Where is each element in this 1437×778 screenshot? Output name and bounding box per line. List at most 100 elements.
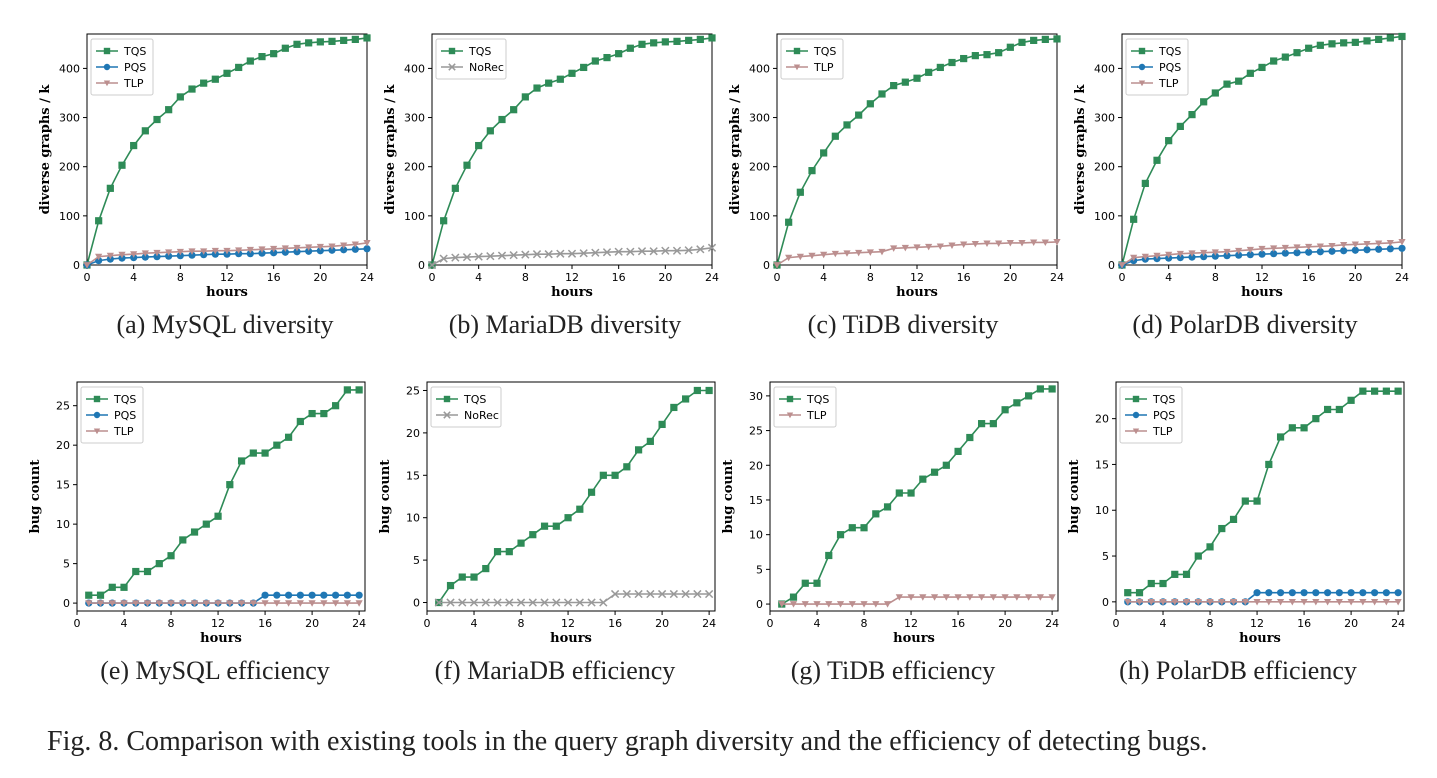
data-point-tqs [634, 446, 643, 454]
data-point-norec [602, 248, 612, 257]
data-point-tqs [638, 40, 646, 48]
y-tick-label: 400 [59, 62, 80, 75]
data-point-tqs [825, 551, 833, 560]
data-point-tlp [971, 240, 979, 248]
data-point-norec [552, 598, 561, 607]
data-point-tlp [831, 250, 839, 258]
x-tick-label: 12 [220, 271, 234, 284]
data-point-tqs [1030, 36, 1038, 44]
plot-frame [76, 381, 366, 612]
data-point-tqs [246, 57, 254, 65]
data-point-tqs [1305, 44, 1313, 52]
legend-label: TQS [463, 393, 486, 406]
data-point-tlp [1118, 262, 1126, 269]
data-point-tlp [913, 244, 921, 251]
data-point-tqs [517, 539, 525, 547]
x-tick-label: 4 [475, 271, 482, 284]
data-point-tqs [153, 115, 161, 124]
data-point-tlp [1246, 246, 1254, 254]
data-point-tqs [895, 489, 903, 497]
data-point-tlp [1176, 250, 1184, 258]
data-point-tqs [1293, 49, 1301, 57]
data-point-tqs [202, 520, 210, 528]
x-tick-label: 0 [74, 617, 81, 630]
data-point-pqs [1211, 252, 1219, 260]
data-point-tqs [568, 69, 576, 77]
x-axis-label: hours [896, 285, 938, 300]
data-point-tqs [977, 420, 986, 428]
chart-panel-1: 0 4 8 12 16 20 24 0 100 200 300 400 hours diverse gra… [383, 33, 719, 339]
y-tick-label: 10 [1095, 504, 1109, 517]
x-tick-label: 24 [705, 271, 719, 284]
data-point-norec [661, 246, 670, 255]
x-tick-label: 8 [177, 271, 184, 284]
panel-subtitle: (e) MySQL efficiency [100, 656, 330, 685]
x-tick-label: 24 [702, 617, 716, 630]
data-point-norec [681, 589, 690, 599]
data-point-tlp [281, 245, 289, 252]
data-point-norec [579, 249, 588, 258]
x-axis-label: hours [551, 285, 593, 300]
data-point-tqs [190, 528, 199, 536]
data-point-tlp [1001, 594, 1009, 601]
data-point-tqs [650, 39, 658, 47]
data-point-tqs [1053, 35, 1061, 43]
data-point-tqs [942, 461, 950, 469]
data-point-tqs [340, 36, 348, 44]
data-point-pqs [1176, 254, 1184, 262]
data-point-tlp [165, 249, 173, 256]
y-tick-label: 20 [749, 459, 763, 472]
x-tick-label: 8 [1212, 271, 1219, 284]
x-tick-label: 16 [258, 617, 272, 630]
y-tick-label: 200 [404, 161, 425, 174]
data-point-tqs [179, 536, 187, 544]
data-point-tqs [989, 420, 997, 428]
figure-caption: Fig. 8. Comparison with existing tools i… [47, 726, 1208, 757]
data-point-tlp [130, 251, 138, 258]
data-point-tlp [190, 600, 199, 607]
data-point-norec [599, 598, 608, 607]
legend-marker [1132, 395, 1140, 403]
data-point-tqs [866, 100, 874, 108]
y-axis-label: bug count [378, 460, 393, 534]
data-point-norec [591, 248, 600, 257]
data-point-norec [505, 598, 514, 607]
data-point-pqs [165, 252, 173, 260]
data-point-tqs [615, 50, 623, 58]
x-tick-label: 12 [910, 271, 924, 284]
legend-marker [1138, 63, 1146, 71]
data-point-pqs [141, 253, 149, 261]
data-point-tlp [948, 242, 956, 249]
data-point-tqs [498, 115, 506, 124]
data-point-tlp [1276, 598, 1285, 606]
y-tick-label: 15 [1095, 458, 1109, 471]
data-point-tqs [316, 38, 324, 46]
data-point-tqs [258, 53, 266, 61]
data-point-pqs [246, 250, 254, 258]
data-point-tlp [246, 246, 254, 254]
y-axis-label: diverse graphs / k [728, 84, 743, 215]
data-point-tqs [796, 188, 804, 196]
data-point-tqs [1001, 406, 1009, 414]
data-point-tqs [705, 386, 713, 395]
data-point-tlp [1340, 241, 1348, 249]
y-tick-label: 20 [1095, 413, 1109, 426]
data-point-tlp [836, 601, 845, 608]
legend-label: TQS [468, 45, 491, 58]
data-point-pqs [1200, 253, 1208, 261]
y-tick-label: 10 [749, 529, 763, 542]
data-point-pqs [296, 591, 304, 599]
data-point-tlp [1018, 240, 1026, 247]
data-point-pqs [270, 249, 278, 257]
panel-subtitle: (a) MySQL diversity [116, 310, 333, 339]
data-point-pqs [308, 591, 316, 599]
data-point-tlp [1347, 598, 1355, 606]
data-point-tqs [831, 132, 839, 140]
data-point-tqs [1041, 35, 1049, 44]
data-point-pqs [1351, 246, 1359, 254]
series-line-norec [438, 593, 710, 604]
data-point-tlp [778, 601, 786, 608]
data-point-tqs [176, 93, 184, 101]
data-point-tlp [308, 600, 316, 607]
data-point-pqs [1363, 246, 1371, 254]
